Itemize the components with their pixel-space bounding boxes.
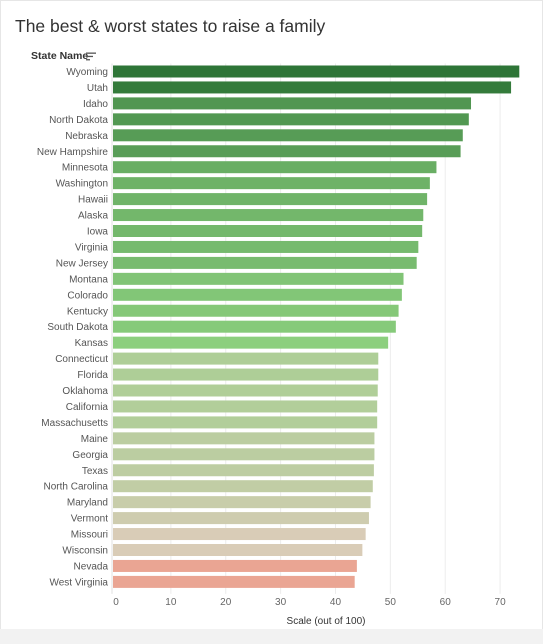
category-label: Florida bbox=[77, 370, 108, 381]
bar bbox=[113, 528, 366, 541]
bottom-strip bbox=[0, 629, 543, 644]
bar bbox=[113, 177, 430, 190]
category-label: Oklahoma bbox=[62, 386, 108, 397]
x-tick-label: 10 bbox=[165, 597, 177, 608]
category-label: Utah bbox=[87, 83, 108, 94]
category-label: Virginia bbox=[75, 242, 109, 253]
bar bbox=[113, 432, 375, 445]
category-label: Hawaii bbox=[78, 195, 108, 206]
category-label: Idaho bbox=[83, 99, 108, 110]
category-label: Alaska bbox=[78, 211, 108, 222]
bar bbox=[113, 129, 463, 142]
category-label: Nebraska bbox=[65, 131, 108, 142]
bar bbox=[113, 384, 378, 397]
bar bbox=[113, 256, 417, 269]
x-tick-label: 20 bbox=[220, 597, 232, 608]
category-label: New Jersey bbox=[56, 258, 108, 269]
category-label: Minnesota bbox=[62, 163, 109, 174]
bar bbox=[113, 480, 373, 493]
category-label: North Dakota bbox=[49, 115, 108, 126]
bar bbox=[113, 145, 461, 158]
category-label: Maryland bbox=[67, 498, 108, 509]
bar bbox=[113, 65, 520, 78]
bar bbox=[113, 225, 423, 237]
category-label: Missouri bbox=[71, 530, 108, 541]
sort-icon[interactable] bbox=[86, 52, 96, 61]
bar bbox=[113, 97, 472, 110]
bar bbox=[113, 544, 363, 556]
x-tick-label: 60 bbox=[440, 597, 452, 608]
category-label: Iowa bbox=[87, 227, 109, 238]
category-label: West Virginia bbox=[49, 577, 108, 588]
bar bbox=[113, 272, 404, 285]
category-label: Washington bbox=[56, 179, 108, 190]
category-label: Colorado bbox=[67, 290, 108, 301]
bar bbox=[113, 320, 396, 333]
bar bbox=[113, 81, 512, 94]
x-axis-label: Scale (out of 100) bbox=[287, 616, 366, 627]
bar bbox=[113, 288, 402, 301]
category-label: Maine bbox=[81, 434, 109, 445]
bar bbox=[113, 400, 378, 413]
category-label: Kentucky bbox=[67, 306, 108, 317]
bar bbox=[113, 368, 379, 381]
x-tick-label: 70 bbox=[495, 597, 507, 608]
bar bbox=[113, 416, 378, 429]
bar bbox=[113, 193, 428, 206]
category-label: North Carolina bbox=[44, 482, 109, 493]
bar bbox=[113, 496, 371, 509]
category-label: New Hampshire bbox=[37, 147, 109, 158]
chart-title: The best & worst states to raise a famil… bbox=[15, 16, 326, 36]
category-label: Wyoming bbox=[66, 67, 108, 78]
bar bbox=[113, 352, 379, 365]
bar bbox=[113, 113, 469, 126]
category-label: Wisconsin bbox=[62, 546, 108, 557]
category-label: California bbox=[66, 402, 109, 413]
x-tick-label: 50 bbox=[385, 597, 397, 608]
category-label: Massachusetts bbox=[41, 418, 108, 429]
bar bbox=[113, 448, 375, 461]
bar bbox=[113, 304, 399, 317]
category-label: Montana bbox=[69, 274, 108, 285]
x-tick-label: 0 bbox=[113, 597, 119, 608]
category-label: Vermont bbox=[71, 514, 108, 525]
bar bbox=[113, 575, 355, 588]
category-label: Texas bbox=[82, 466, 108, 477]
bar bbox=[113, 161, 437, 174]
category-label: South Dakota bbox=[47, 322, 108, 333]
field-header-state-name[interactable]: State Name bbox=[31, 50, 89, 62]
bar bbox=[113, 240, 419, 253]
bar bbox=[113, 559, 357, 572]
x-tick-label: 30 bbox=[275, 597, 287, 608]
bar bbox=[113, 336, 389, 349]
bar bbox=[113, 464, 374, 477]
category-label: Georgia bbox=[72, 450, 108, 461]
category-label: Connecticut bbox=[55, 354, 108, 365]
bar bbox=[113, 209, 424, 222]
x-tick-label: 40 bbox=[330, 597, 342, 608]
category-label: Nevada bbox=[74, 561, 109, 572]
category-label: Kansas bbox=[75, 338, 108, 349]
bar bbox=[113, 512, 369, 525]
